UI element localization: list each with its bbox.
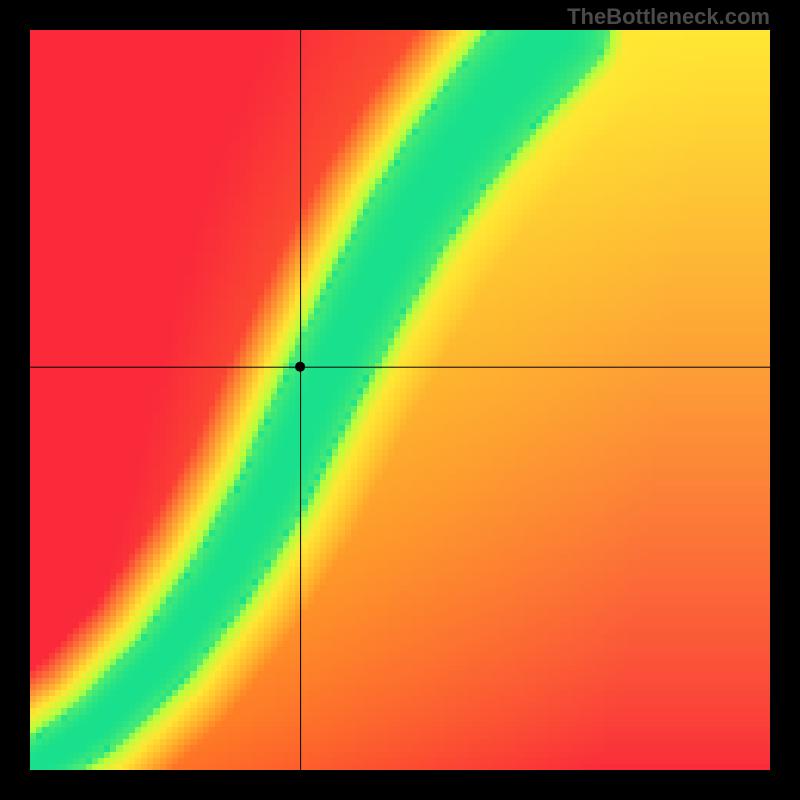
- bottleneck-heatmap: [0, 0, 800, 800]
- watermark-text: TheBottleneck.com: [567, 4, 770, 30]
